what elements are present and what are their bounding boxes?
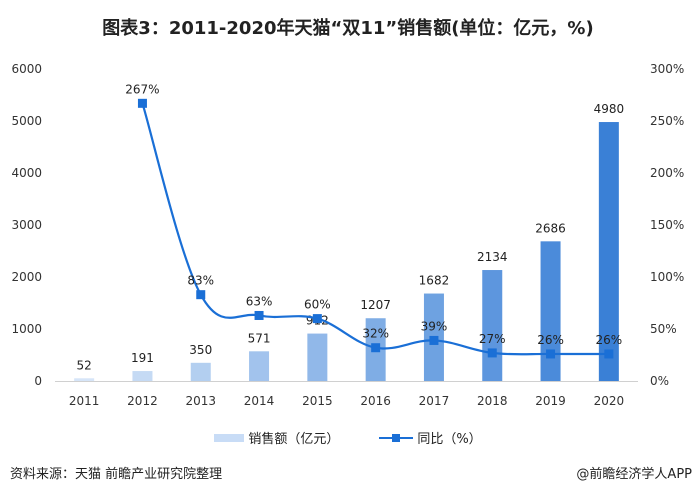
right-axis-tick: 200% <box>650 166 684 180</box>
left-axis-tick: 5000 <box>11 114 42 128</box>
x-tick-2019: 2019 <box>535 394 566 408</box>
yoy-label-2020: 26% <box>596 333 623 347</box>
bar-label-2020: 4980 <box>594 102 625 116</box>
yoy-marker-2013 <box>196 290 206 300</box>
bar-label-2018: 2134 <box>477 250 508 264</box>
x-tick-2018: 2018 <box>477 394 508 408</box>
yoy-label-2016: 32% <box>362 327 389 341</box>
bar-2019 <box>540 241 561 381</box>
yoy-marker-2020 <box>604 349 614 359</box>
x-tick-2012: 2012 <box>127 394 158 408</box>
bar-2012 <box>132 371 153 381</box>
x-tick-2014: 2014 <box>244 394 275 408</box>
x-tick-2020: 2020 <box>594 394 625 408</box>
yoy-marker-2019 <box>546 349 556 359</box>
left-axis-tick: 1000 <box>11 322 42 336</box>
right-axis-tick: 250% <box>650 114 684 128</box>
right-axis-tick: 100% <box>650 270 684 284</box>
legend-item-line: 同比（%） <box>379 428 482 447</box>
bar-2014 <box>249 351 270 381</box>
yoy-marker-2014 <box>254 310 264 320</box>
x-tick-2015: 2015 <box>302 394 333 408</box>
yoy-line <box>141 102 609 356</box>
source-note: 资料来源：天猫 前瞻产业研究院整理 <box>10 467 223 482</box>
right-axis-tick: 300% <box>650 62 684 76</box>
yoy-label-2018: 27% <box>479 332 506 346</box>
bar-label-2016: 1207 <box>360 298 391 312</box>
yoy-label-2014: 63% <box>246 294 273 308</box>
chart-title: 图表3：2011-2020年天猫“双11”销售额(单位：亿元，%) <box>102 18 594 39</box>
legend-swatch-line <box>379 433 414 442</box>
x-tick-2013: 2013 <box>185 394 216 408</box>
bar-2015 <box>307 333 328 381</box>
right-axis-tick: 0% <box>650 374 669 388</box>
left-axis-tick: 2000 <box>11 270 42 284</box>
yoy-label-2017: 39% <box>421 319 448 333</box>
bar-label-2012: 191 <box>131 351 154 365</box>
yoy-marker-2016 <box>371 343 381 353</box>
yoy-label-2015: 60% <box>304 298 331 312</box>
bar-label-2013: 350 <box>189 343 212 357</box>
bar-label-2019: 2686 <box>535 221 566 235</box>
yoy-label-2019: 26% <box>537 333 564 347</box>
yoy-marker-2017 <box>429 335 439 345</box>
bar-label-2017: 1682 <box>419 274 450 288</box>
x-tick-2016: 2016 <box>360 394 391 408</box>
bar-2011 <box>74 378 95 381</box>
left-axis-tick: 0 <box>34 374 42 388</box>
x-tick-2017: 2017 <box>419 394 450 408</box>
bar-2018 <box>482 270 503 381</box>
yoy-label-2013: 83% <box>187 274 214 288</box>
legend-item-bar: 销售额（亿元） <box>214 428 339 447</box>
legend-swatch-bar <box>214 433 245 442</box>
right-axis-tick: 150% <box>650 218 684 232</box>
x-tick-2011: 2011 <box>69 394 100 408</box>
bar-2020 <box>598 122 619 381</box>
bar-2013 <box>190 362 211 381</box>
yoy-marker-2015 <box>312 314 322 324</box>
left-axis-tick: 4000 <box>11 166 42 180</box>
yoy-marker-2018 <box>487 348 497 358</box>
bar-label-2014: 571 <box>248 331 271 345</box>
legend-label-bar: 销售额（亿元） <box>248 432 340 447</box>
right-axis-tick: 50% <box>650 322 677 336</box>
left-axis-tick: 6000 <box>11 62 42 76</box>
legend-label-line: 同比（%） <box>417 432 482 447</box>
bar-label-2011: 52 <box>77 358 92 372</box>
yoy-label-2012: 267% <box>125 82 159 96</box>
brand-credit: @前瞻经济学人APP <box>576 467 692 482</box>
legend: 销售额（亿元） 同比（%） <box>0 428 696 447</box>
yoy-marker-2012 <box>137 98 147 108</box>
left-axis-tick: 3000 <box>11 218 42 232</box>
